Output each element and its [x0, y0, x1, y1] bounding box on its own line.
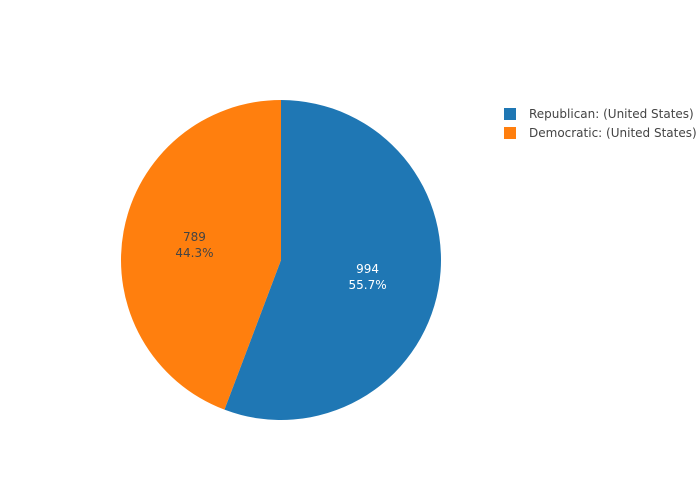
pie-slice-republican[interactable]: [224, 100, 441, 420]
slice-percent-label: 44.3%: [175, 246, 213, 260]
slice-value-label: 994: [356, 262, 379, 276]
slice-percent-label: 55.7%: [349, 278, 387, 292]
legend-label[interactable]: Democratic: (United States): [529, 126, 697, 140]
legend-swatch[interactable]: [504, 127, 516, 139]
legend-swatch[interactable]: [504, 108, 516, 120]
slice-labels: 994 55.7% 789 44.3%: [175, 230, 386, 292]
legend: Republican: (United States) Democratic: (…: [504, 107, 697, 140]
legend-label[interactable]: Republican: (United States): [529, 107, 694, 121]
pie-slice-democratic[interactable]: [120, 100, 281, 410]
pie-slices: [120, 100, 441, 420]
slice-value-label: 789: [183, 230, 206, 244]
